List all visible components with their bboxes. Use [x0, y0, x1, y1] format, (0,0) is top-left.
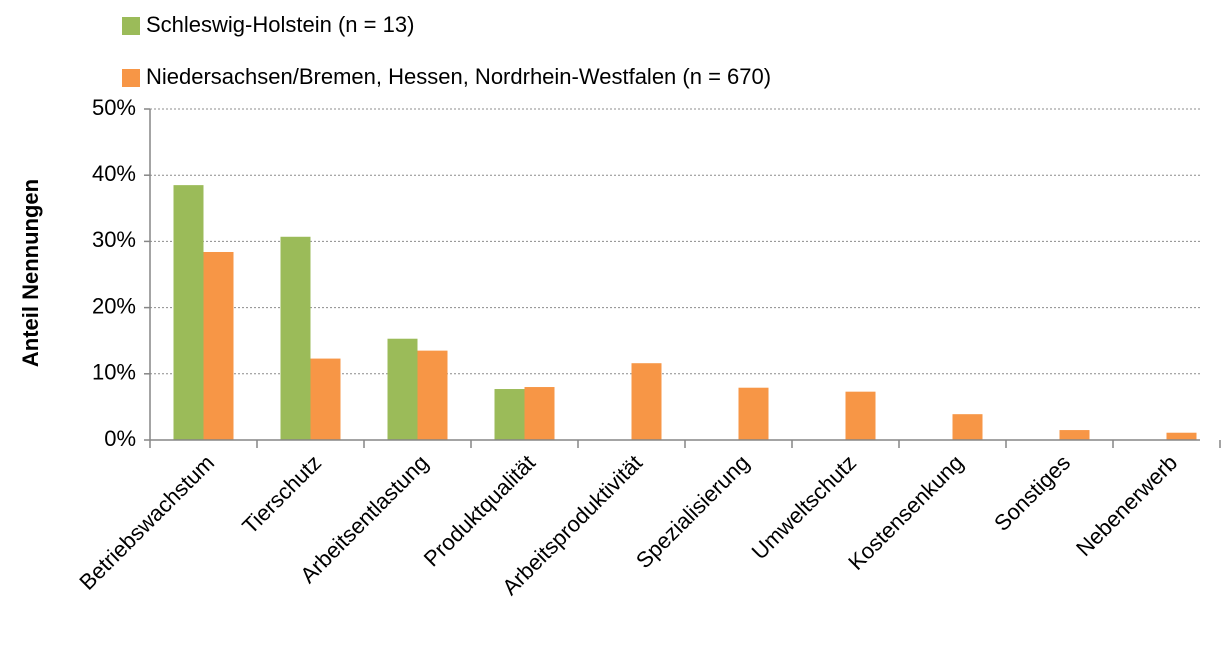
- x-tick-label: Umweltschutz: [747, 450, 861, 564]
- y-tick-label: 0%: [104, 426, 136, 451]
- x-tick-label: Betriebswachstum: [74, 450, 219, 595]
- bar: [524, 387, 555, 440]
- bar: [1059, 430, 1090, 440]
- bar: [387, 338, 418, 440]
- bar: [845, 391, 876, 440]
- y-tick-label: 30%: [92, 227, 136, 252]
- y-axis-label: Anteil Nennungen: [18, 179, 43, 367]
- bar: [310, 358, 341, 440]
- bar: [494, 389, 525, 440]
- x-tick-label: Kostensenkung: [843, 450, 968, 575]
- legend-swatch: [122, 17, 140, 35]
- x-tick-label: Spezialisierung: [631, 450, 754, 573]
- bar: [280, 236, 311, 440]
- x-tick-label: Sonstiges: [989, 450, 1075, 536]
- legend-label: Niedersachsen/Bremen, Hessen, Nordrhein-…: [146, 64, 771, 89]
- bar: [173, 185, 204, 440]
- y-tick-label: 50%: [92, 95, 136, 120]
- y-tick-label: 40%: [92, 161, 136, 186]
- y-tick-label: 10%: [92, 360, 136, 385]
- x-tick-label: Tierschutz: [237, 450, 326, 539]
- legend-label: Schleswig-Holstein (n = 13): [146, 12, 414, 37]
- x-tick-label: Nebenerwerb: [1071, 450, 1182, 561]
- bar: [1166, 432, 1197, 440]
- bar: [631, 363, 662, 440]
- bar: [203, 251, 234, 440]
- y-tick-label: 20%: [92, 293, 136, 318]
- legend-swatch: [122, 69, 140, 87]
- bar: [738, 387, 769, 440]
- x-tick-label: Produktqualität: [419, 450, 540, 571]
- bar: [952, 414, 983, 440]
- bar: [417, 350, 448, 440]
